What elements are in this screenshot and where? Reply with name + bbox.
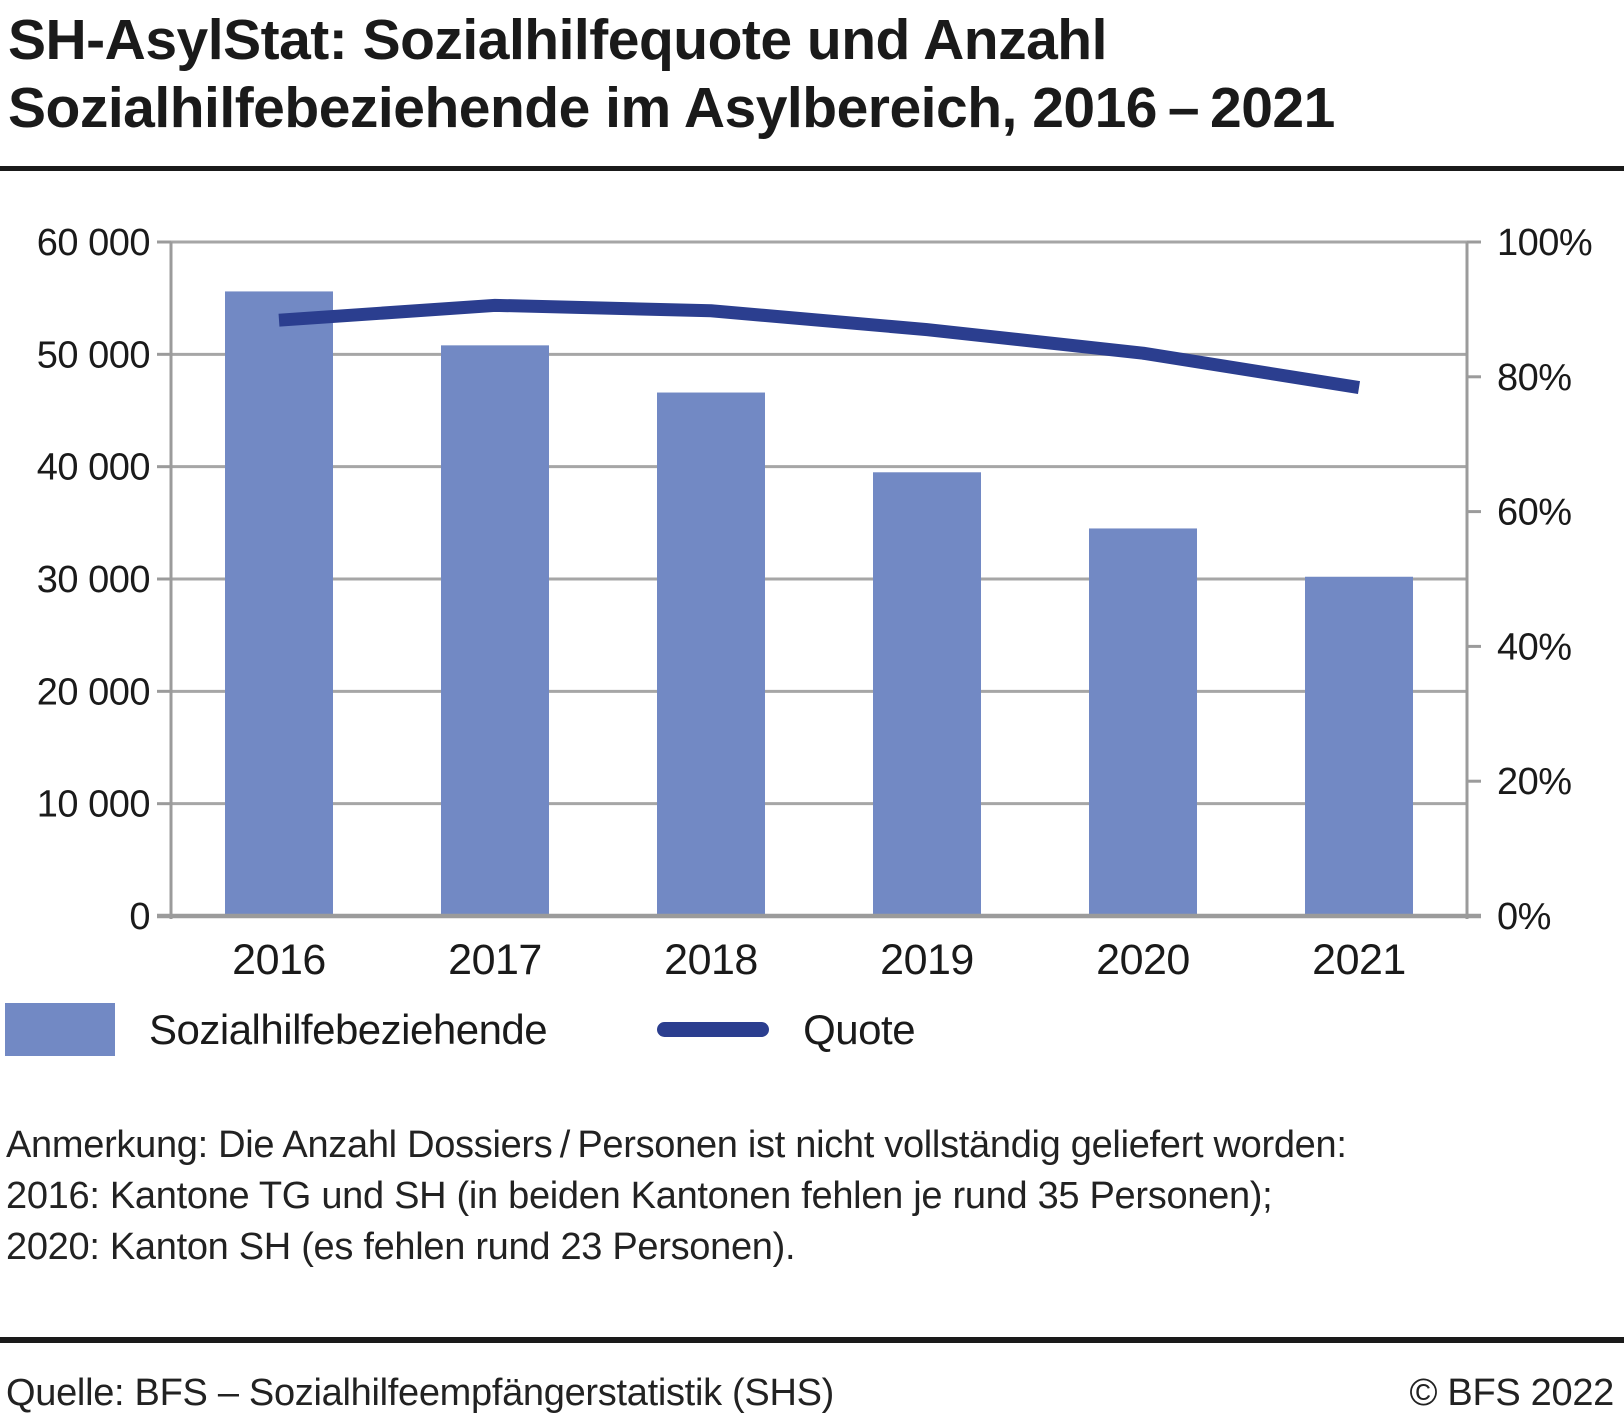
right-axis-label-20%: 20% — [1497, 761, 1572, 803]
left-axis-label-50 000: 50 000 — [37, 334, 150, 376]
bar-2018 — [657, 392, 765, 916]
left-axis-label-40 000: 40 000 — [37, 447, 150, 489]
title-divider — [0, 166, 1624, 171]
bar-2021 — [1305, 576, 1413, 916]
legend-item-sozialhilfebeziehende: Sozialhilfebeziehende — [5, 1003, 548, 1056]
footer-divider — [0, 1337, 1624, 1343]
bar-2016 — [225, 291, 333, 917]
right-axis-label-0%: 0% — [1497, 896, 1551, 938]
left-axis-label-60 000: 60 000 — [37, 222, 150, 264]
x-axis-label-2017: 2017 — [448, 936, 542, 984]
legend-bar-label: Sozialhilfebeziehende — [149, 1005, 548, 1053]
left-axis-label-20 000: 20 000 — [37, 671, 150, 713]
quote-line — [278, 298, 1361, 395]
legend-bar-swatch — [5, 1003, 115, 1056]
x-axis-label-2021: 2021 — [1312, 936, 1406, 984]
legend-line-swatch — [657, 1022, 770, 1037]
bar-2019 — [873, 472, 981, 916]
right-axis-label-100%: 100% — [1497, 222, 1592, 264]
legend: Sozialhilfebeziehende Quote — [5, 1003, 916, 1056]
legend-line-label: Quote — [803, 1005, 916, 1053]
page-title-line2: Sozialhilfebeziehende im Asylbereich, 20… — [8, 76, 1335, 140]
x-axis-label-2019: 2019 — [880, 936, 974, 984]
note-line-3: 2020: Kanton SH (es fehlen rund 23 Perso… — [6, 1226, 796, 1268]
x-axis-label-2018: 2018 — [664, 936, 758, 984]
chart-note: Anmerkung: Die Anzahl Dossiers / Persone… — [6, 1120, 1616, 1273]
bar-2020 — [1089, 528, 1197, 916]
note-line-1: Anmerkung: Die Anzahl Dossiers / Persone… — [6, 1124, 1347, 1166]
page-title: SH-AsylStat: Sozialhilfequote und Anzahl… — [8, 6, 1616, 142]
note-line-2: 2016: Kantone TG und SH (in beiden Kanto… — [6, 1175, 1273, 1217]
legend-item-quote: Quote — [657, 1005, 916, 1054]
right-axis-label-40%: 40% — [1497, 626, 1572, 668]
right-axis-label-60%: 60% — [1497, 492, 1572, 534]
copyright-text: © BFS 2022 — [1409, 1372, 1614, 1414]
right-axis-label-80%: 80% — [1497, 357, 1572, 399]
bar-2017 — [441, 345, 549, 916]
footer: Quelle: BFS – Sozialhilfeempfängerstatis… — [6, 1372, 1614, 1415]
x-axis-label-2016: 2016 — [232, 936, 326, 984]
combo-chart: 0 10 000 20 000 30 000 40 000 50 000 60 000 0% 2… — [37, 222, 1593, 984]
source-text: Quelle: BFS – Sozialhilfeempfängerstatis… — [6, 1372, 834, 1414]
left-axis-label-10 000: 10 000 — [37, 784, 150, 826]
left-axis-label-0: 0 — [129, 896, 150, 938]
page-title-line1: SH-AsylStat: Sozialhilfequote und Anzahl — [8, 8, 1107, 72]
x-axis-label-2020: 2020 — [1096, 936, 1190, 984]
left-axis-label-30 000: 30 000 — [37, 559, 150, 601]
